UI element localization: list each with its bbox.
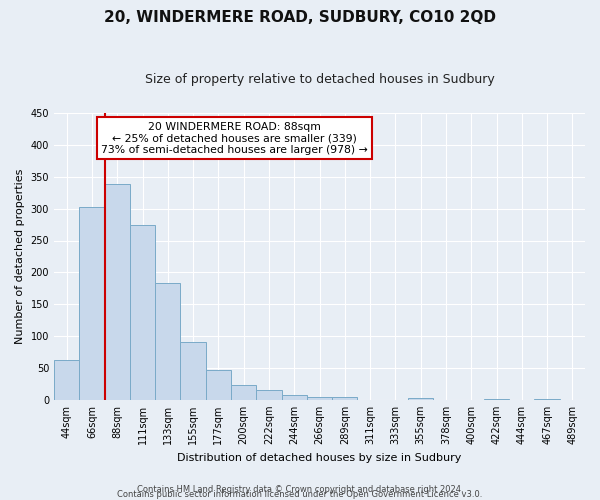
Text: 20 WINDERMERE ROAD: 88sqm
← 25% of detached houses are smaller (339)
73% of semi: 20 WINDERMERE ROAD: 88sqm ← 25% of detac… [101, 122, 368, 155]
Bar [130, 224, 155, 400]
Bar [408, 398, 433, 400]
Bar [332, 396, 358, 400]
Bar [231, 384, 256, 400]
Bar [484, 398, 509, 400]
Bar [79, 206, 104, 400]
Bar [307, 398, 332, 400]
Bar [104, 184, 130, 400]
Bar [535, 398, 560, 400]
Bar [155, 282, 181, 400]
Text: Contains public sector information licensed under the Open Government Licence v3: Contains public sector information licen… [118, 490, 482, 499]
Bar [256, 390, 281, 400]
Bar [206, 370, 231, 400]
Title: Size of property relative to detached houses in Sudbury: Size of property relative to detached ho… [145, 72, 494, 86]
Bar [54, 360, 79, 400]
Bar [181, 342, 206, 400]
X-axis label: Distribution of detached houses by size in Sudbury: Distribution of detached houses by size … [178, 452, 462, 462]
Text: Contains HM Land Registry data © Crown copyright and database right 2024.: Contains HM Land Registry data © Crown c… [137, 484, 463, 494]
Text: 20, WINDERMERE ROAD, SUDBURY, CO10 2QD: 20, WINDERMERE ROAD, SUDBURY, CO10 2QD [104, 10, 496, 25]
Bar [281, 396, 307, 400]
Y-axis label: Number of detached properties: Number of detached properties [15, 168, 25, 344]
